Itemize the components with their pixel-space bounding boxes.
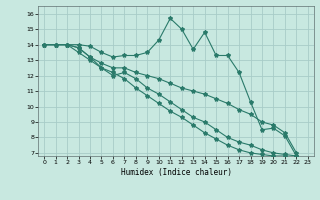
X-axis label: Humidex (Indice chaleur): Humidex (Indice chaleur): [121, 168, 231, 177]
